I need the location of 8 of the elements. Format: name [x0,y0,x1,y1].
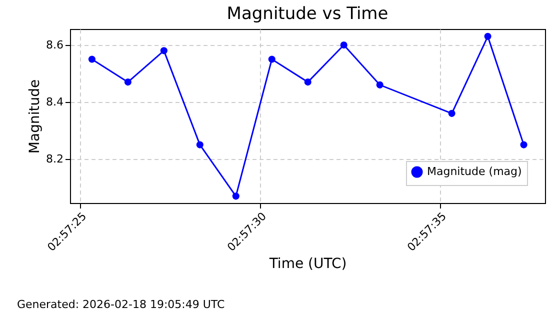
text: Generated: 2026-02-18 19:05:49 UTC [17,298,225,311]
y-tick-label: 8.6 [46,38,64,52]
y-tick-label: 8.2 [46,152,64,166]
y-tick-label: 8.4 [46,96,64,109]
legend-label: Magnitude (mag) [427,165,522,178]
y-axis-title: Magnitude [27,79,44,154]
chart-title: Magnitude vs Time [226,4,388,24]
x-axis-title: Time (UTC) [268,256,347,272]
